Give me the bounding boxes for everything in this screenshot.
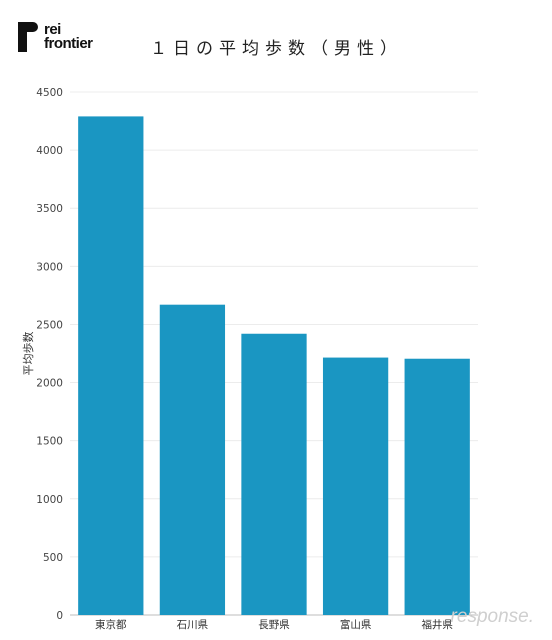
logo-mark-icon — [18, 22, 40, 52]
brand-logo: rei frontier — [18, 22, 93, 52]
chart-title: １日の平均歩数（男性） — [150, 39, 403, 59]
bars — [78, 116, 470, 615]
y-tick-label: 1000 — [36, 494, 63, 506]
x-tick-label: 福井県 — [421, 618, 453, 631]
y-tick-label: 0 — [56, 610, 63, 622]
y-tick-label: 4000 — [36, 145, 63, 157]
x-tick-label: 東京都 — [95, 618, 127, 631]
bar — [78, 116, 144, 615]
logo-text: rei frontier — [44, 21, 93, 52]
y-tick-labels: 0 500 1000 1500 2000 2500 3000 3500 4000 4500 — [36, 87, 63, 622]
y-tick-label: 3500 — [36, 203, 63, 215]
logo-line-2: frontier — [44, 35, 93, 52]
y-tick-label: 2500 — [36, 319, 63, 331]
y-tick-label: 1500 — [36, 436, 63, 448]
x-tick-label: 長野県 — [258, 619, 290, 631]
x-tick-label: 石川県 — [177, 619, 209, 631]
logo-line-1: rei — [44, 21, 61, 38]
y-tick-label: 4500 — [36, 87, 63, 99]
watermark-text: response. — [450, 606, 534, 627]
y-tick-label: 500 — [43, 552, 63, 564]
y-tick-label: 3000 — [36, 261, 63, 273]
y-axis-label: 平均歩数 — [21, 332, 35, 376]
bar — [322, 357, 389, 615]
x-tick-label: 富山県 — [340, 618, 372, 631]
bar — [241, 333, 307, 615]
x-tick-labels: 東京都 石川県 長野県 富山県 福井県 — [95, 618, 453, 631]
bar — [404, 358, 470, 615]
bar — [159, 304, 226, 615]
y-tick-label: 2000 — [36, 378, 63, 390]
